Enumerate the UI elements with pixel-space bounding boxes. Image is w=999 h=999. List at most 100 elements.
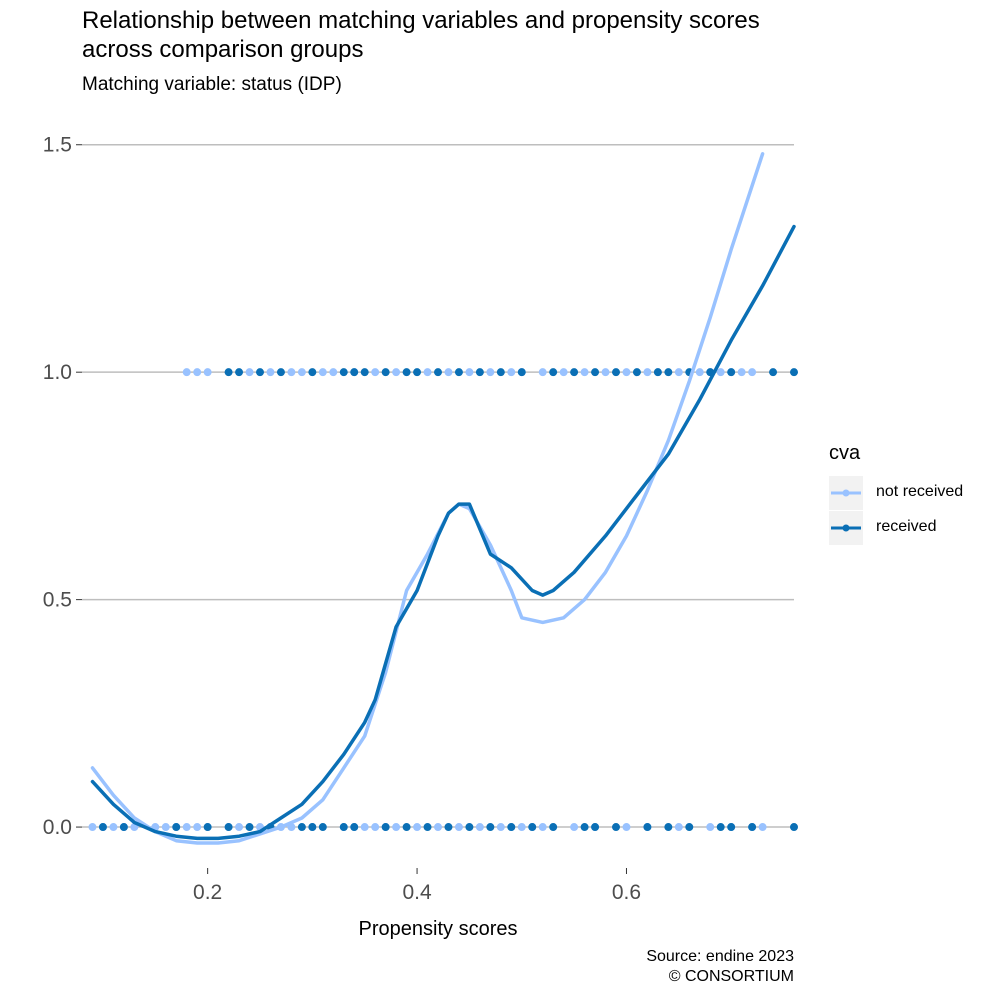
point-received [632,368,641,377]
smooth-line-not-received [90,152,765,845]
point-received [381,823,390,832]
data-points [88,368,798,832]
point-not-received [475,823,484,832]
point-received [119,823,128,832]
point-not-received [161,823,170,832]
point-not-received [88,823,97,832]
y-tick-label: 0.5 [43,589,72,612]
point-not-received [413,823,422,832]
point-not-received [507,368,516,377]
point-received [454,368,463,377]
point-received [350,823,359,832]
point-not-received [245,368,254,377]
point-received [203,823,212,832]
point-received [172,823,181,832]
point-not-received [538,823,547,832]
point-not-received [182,368,191,377]
point-received [434,368,442,377]
point-not-received [329,368,338,377]
x-tick-label: 0.4 [402,881,432,904]
point-received [507,823,516,832]
point-received [612,823,620,832]
point-received [245,823,254,832]
point-not-received [318,368,327,377]
point-received [685,823,694,832]
smooth-lines [90,152,796,845]
point-received [643,823,652,832]
y-axis: 0.0 0.5 1.0 1.5 [43,134,82,839]
point-not-received [570,823,579,832]
chart-title-line-1: Relationship between matching variables … [82,7,760,34]
point-not-received [486,368,495,377]
point-received [790,368,798,377]
point-received [727,823,736,832]
point-received [591,823,600,832]
point-received [528,823,537,832]
point-not-received [193,823,202,832]
point-received [612,368,620,377]
point-received [256,368,264,377]
point-received [402,368,411,377]
y-tick-label: 1.0 [43,361,72,384]
point-not-received [235,823,244,832]
point-received [591,368,600,377]
point-received [413,368,422,377]
legend-swatch-dot [842,489,850,497]
point-received [549,823,558,832]
point-received [748,823,757,832]
point-received [496,368,505,377]
point-not-received [496,823,505,832]
point-received [308,368,317,377]
x-tick-label: 0.6 [612,881,641,904]
point-not-received [737,368,746,377]
point-not-received [748,368,757,377]
point-not-received [706,823,715,832]
point-not-received [538,368,547,377]
x-tick-label: 0.2 [193,881,222,904]
point-received [224,823,233,832]
legend-swatch-not-received [831,489,861,497]
point-received [653,368,662,377]
point-received [360,368,369,377]
chart-subtitle: Matching variable: status (IDP) [82,74,342,95]
point-received [402,823,411,832]
point-received [224,368,233,377]
point-not-received [392,368,401,377]
point-not-received [371,823,380,832]
point-received [381,368,390,377]
legend-label-not-received: not received [876,483,964,500]
legend-title: cva [829,442,861,464]
point-not-received [434,823,442,832]
point-received [664,823,673,832]
point-received [475,368,484,377]
point-not-received [182,823,191,832]
legend-label-received: received [876,518,937,535]
point-received [98,823,107,832]
legend-swatch-received [831,524,861,532]
point-not-received [643,368,652,377]
y-tick-label: 1.5 [43,134,72,157]
point-received [465,823,474,832]
point-not-received [371,368,380,377]
point-received [580,823,589,832]
point-not-received [193,368,202,377]
point-not-received [266,368,275,377]
point-received [769,368,778,377]
point-not-received [297,368,306,377]
y-tick-label: 0.0 [43,816,72,839]
point-not-received [716,368,725,377]
point-not-received [287,368,296,377]
point-received [664,368,673,377]
point-received [790,823,798,832]
point-not-received [109,823,118,832]
point-not-received [360,823,369,832]
point-received [486,823,495,832]
point-not-received [465,368,474,377]
chart-title: Relationship between matching variables … [82,6,882,64]
point-received [339,368,348,377]
point-received [423,823,432,832]
x-axis: 0.2 0.4 0.6 [193,868,641,904]
point-not-received [674,823,683,832]
smooth-line-received [90,224,796,841]
